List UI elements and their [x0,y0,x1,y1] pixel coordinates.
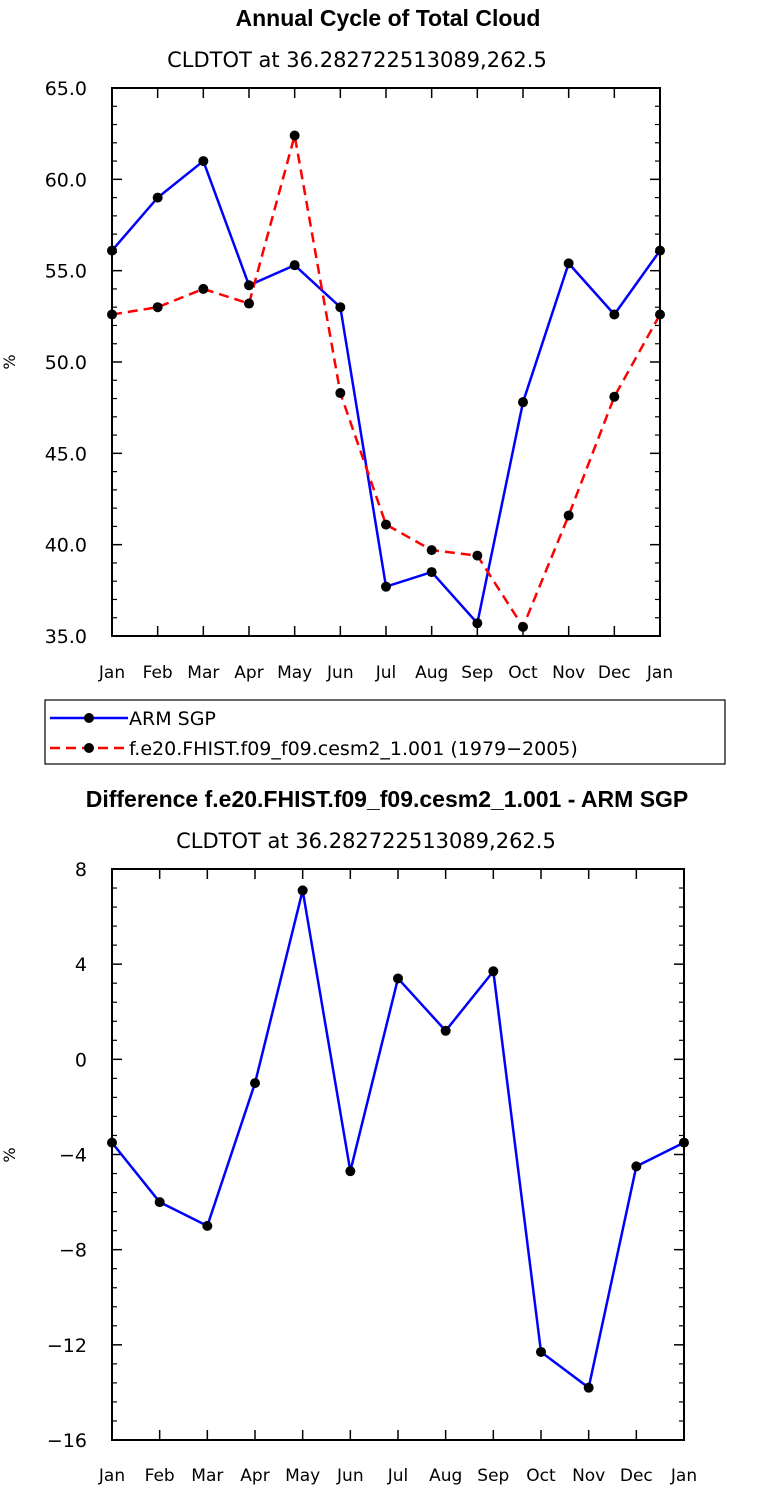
chart1-series-2-point [609,391,620,402]
chart2-ytick-label: 0 [75,1049,87,1071]
chart2-series-1-point [679,1137,689,1148]
chart1-series-1-line [111,159,662,626]
chart1-series-1-point [289,260,300,271]
chart1-series-1-point [609,309,620,320]
chart1-xtick-label: Jan [98,663,125,683]
chart2-xtick-label: Jun [336,1466,364,1486]
chart2-xtick-label: Nov [572,1466,605,1486]
chart1-series-2-line [111,135,662,630]
chart1-series-2-point [518,621,528,632]
legend-box [44,699,726,765]
chart1-series-2-point [335,388,346,399]
chart2-series-1-point [393,973,403,984]
chart2-ytick-label: −12 [47,1335,87,1357]
chart2-series-1-point [345,1166,356,1177]
chart1-ytick-label: 60.0 [45,169,87,191]
chart2-ylabel: % [0,1147,19,1162]
chart1-series-2-point [381,519,391,530]
chart2-series-1-point [250,1078,260,1089]
chart1-xtick-label: Feb [143,663,173,683]
chart1-series-2-point [655,309,665,320]
chart2-series-1-point [536,1346,546,1357]
chart1-title: Annual Cycle of Total Cloud [236,5,541,31]
legend: ARM SGP f.e20.FHIST.f09_f09.cesm2_1.001 … [44,699,726,765]
chart1-series-1-point [244,280,254,291]
legend-marker-cesm2 [84,743,94,753]
legend-label-arm-sgp: ARM SGP [129,708,216,730]
chart1-series-2-point [563,510,574,521]
chart2-ytick-label: −4 [59,1145,87,1167]
chart1-series-2-point [244,298,254,309]
chart1-series-2-point [472,550,483,561]
chart1-ylabel: % [0,354,19,369]
chart2-series-1-point [488,966,499,977]
chart1-xtick-label: May [277,663,312,683]
chart1-series-1-point [655,245,665,256]
chart2-series-1-point [202,1220,213,1231]
chart1-series-2-point [107,309,117,320]
chart1-xtick-label: Aug [415,663,448,683]
chart1-series-1-point [381,581,391,592]
chart1-xtick-label: Nov [552,663,585,683]
chart2-xtick-label: Dec [620,1466,653,1486]
chart2-xtick-label: Aug [429,1466,462,1486]
chart1-series-1-point [198,156,209,167]
chart1-series-1-point [107,245,117,256]
chart2-ytick-label: −16 [47,1430,87,1452]
chart1-series-1-point [472,618,483,629]
chart2-xtick-label: Oct [526,1466,556,1486]
chart1-ytick-label: 65.0 [45,78,87,100]
chart2-subtitle: CLDTOT at 36.282722513089,262.5 [176,829,556,853]
chart1-subtitle: CLDTOT at 36.282722513089,262.5 [167,48,547,72]
chart2-xtick-label: May [285,1466,320,1486]
chart2-series-1-point [107,1137,117,1148]
chart1-xtick-label: Jan [646,663,673,683]
chart1-series-1-point [426,567,437,578]
chart2-xtick-label: Jul [387,1466,409,1486]
chart1-series-1-point [563,258,574,269]
legend-marker-arm-sgp [84,713,94,723]
chart2-xtick-label: Mar [191,1466,223,1486]
chart1-series-2-point [426,545,437,556]
chart2-series-1-point [154,1197,165,1208]
chart2-xtick-label: Feb [145,1466,175,1486]
chart1-series-1-point [518,397,528,408]
chart2-ytick-label: −8 [59,1240,87,1262]
chart2-title: Difference f.e20.FHIST.f09_f09.cesm2_1.0… [86,786,689,812]
chart1-ytick-label: 45.0 [45,443,87,465]
chart1-xtick-label: Oct [508,663,538,683]
chart2-series-1-point [583,1382,594,1393]
chart1-xtick-label: Mar [187,663,219,683]
legend-label-cesm2: f.e20.FHIST.f09_f09.cesm2_1.001 (1979−20… [129,738,578,760]
chart1-ytick-label: 40.0 [45,535,87,557]
chart1-ytick-label: 50.0 [45,352,87,374]
chart2-plot-frame [111,868,685,1441]
chart1-series-2-point [152,302,163,313]
chart1-series-1-point [335,302,346,313]
chart1-series-2-point [198,283,209,294]
chart1-xtick-label: Jun [326,663,354,683]
chart2-series-1-point [440,1025,451,1036]
plot-layer: Jan Feb Mar Apr May Jun Jul Aug Sep Oct Nov Dec Jan 3… [0,78,697,1486]
chart2-series-1-point [297,885,308,896]
chart2-xtick-label: Apr [240,1466,269,1486]
chart1-xtick-label: Jul [375,663,397,683]
chart2-series-1-line [111,890,685,1390]
chart2-xtick-label: Jan [670,1466,697,1486]
chart1-plot-frame [111,87,661,637]
chart2-series-1-point [631,1161,642,1172]
chart1-xtick-label: Apr [234,663,263,683]
chart1-xtick-label: Sep [461,663,493,683]
chart1-xtick-label: Dec [598,663,631,683]
chart1-ytick-label: 55.0 [45,261,87,283]
chart2-ytick-label: 8 [75,859,87,881]
chart2-xtick-label: Sep [477,1466,509,1486]
chart1-series-2-point [289,130,300,141]
chart1-ytick-label: 35.0 [45,626,87,648]
chart2-ytick-label: 4 [75,954,87,976]
chart2-xtick-label: Jan [98,1466,125,1486]
chart1-series-1-point [152,192,163,203]
